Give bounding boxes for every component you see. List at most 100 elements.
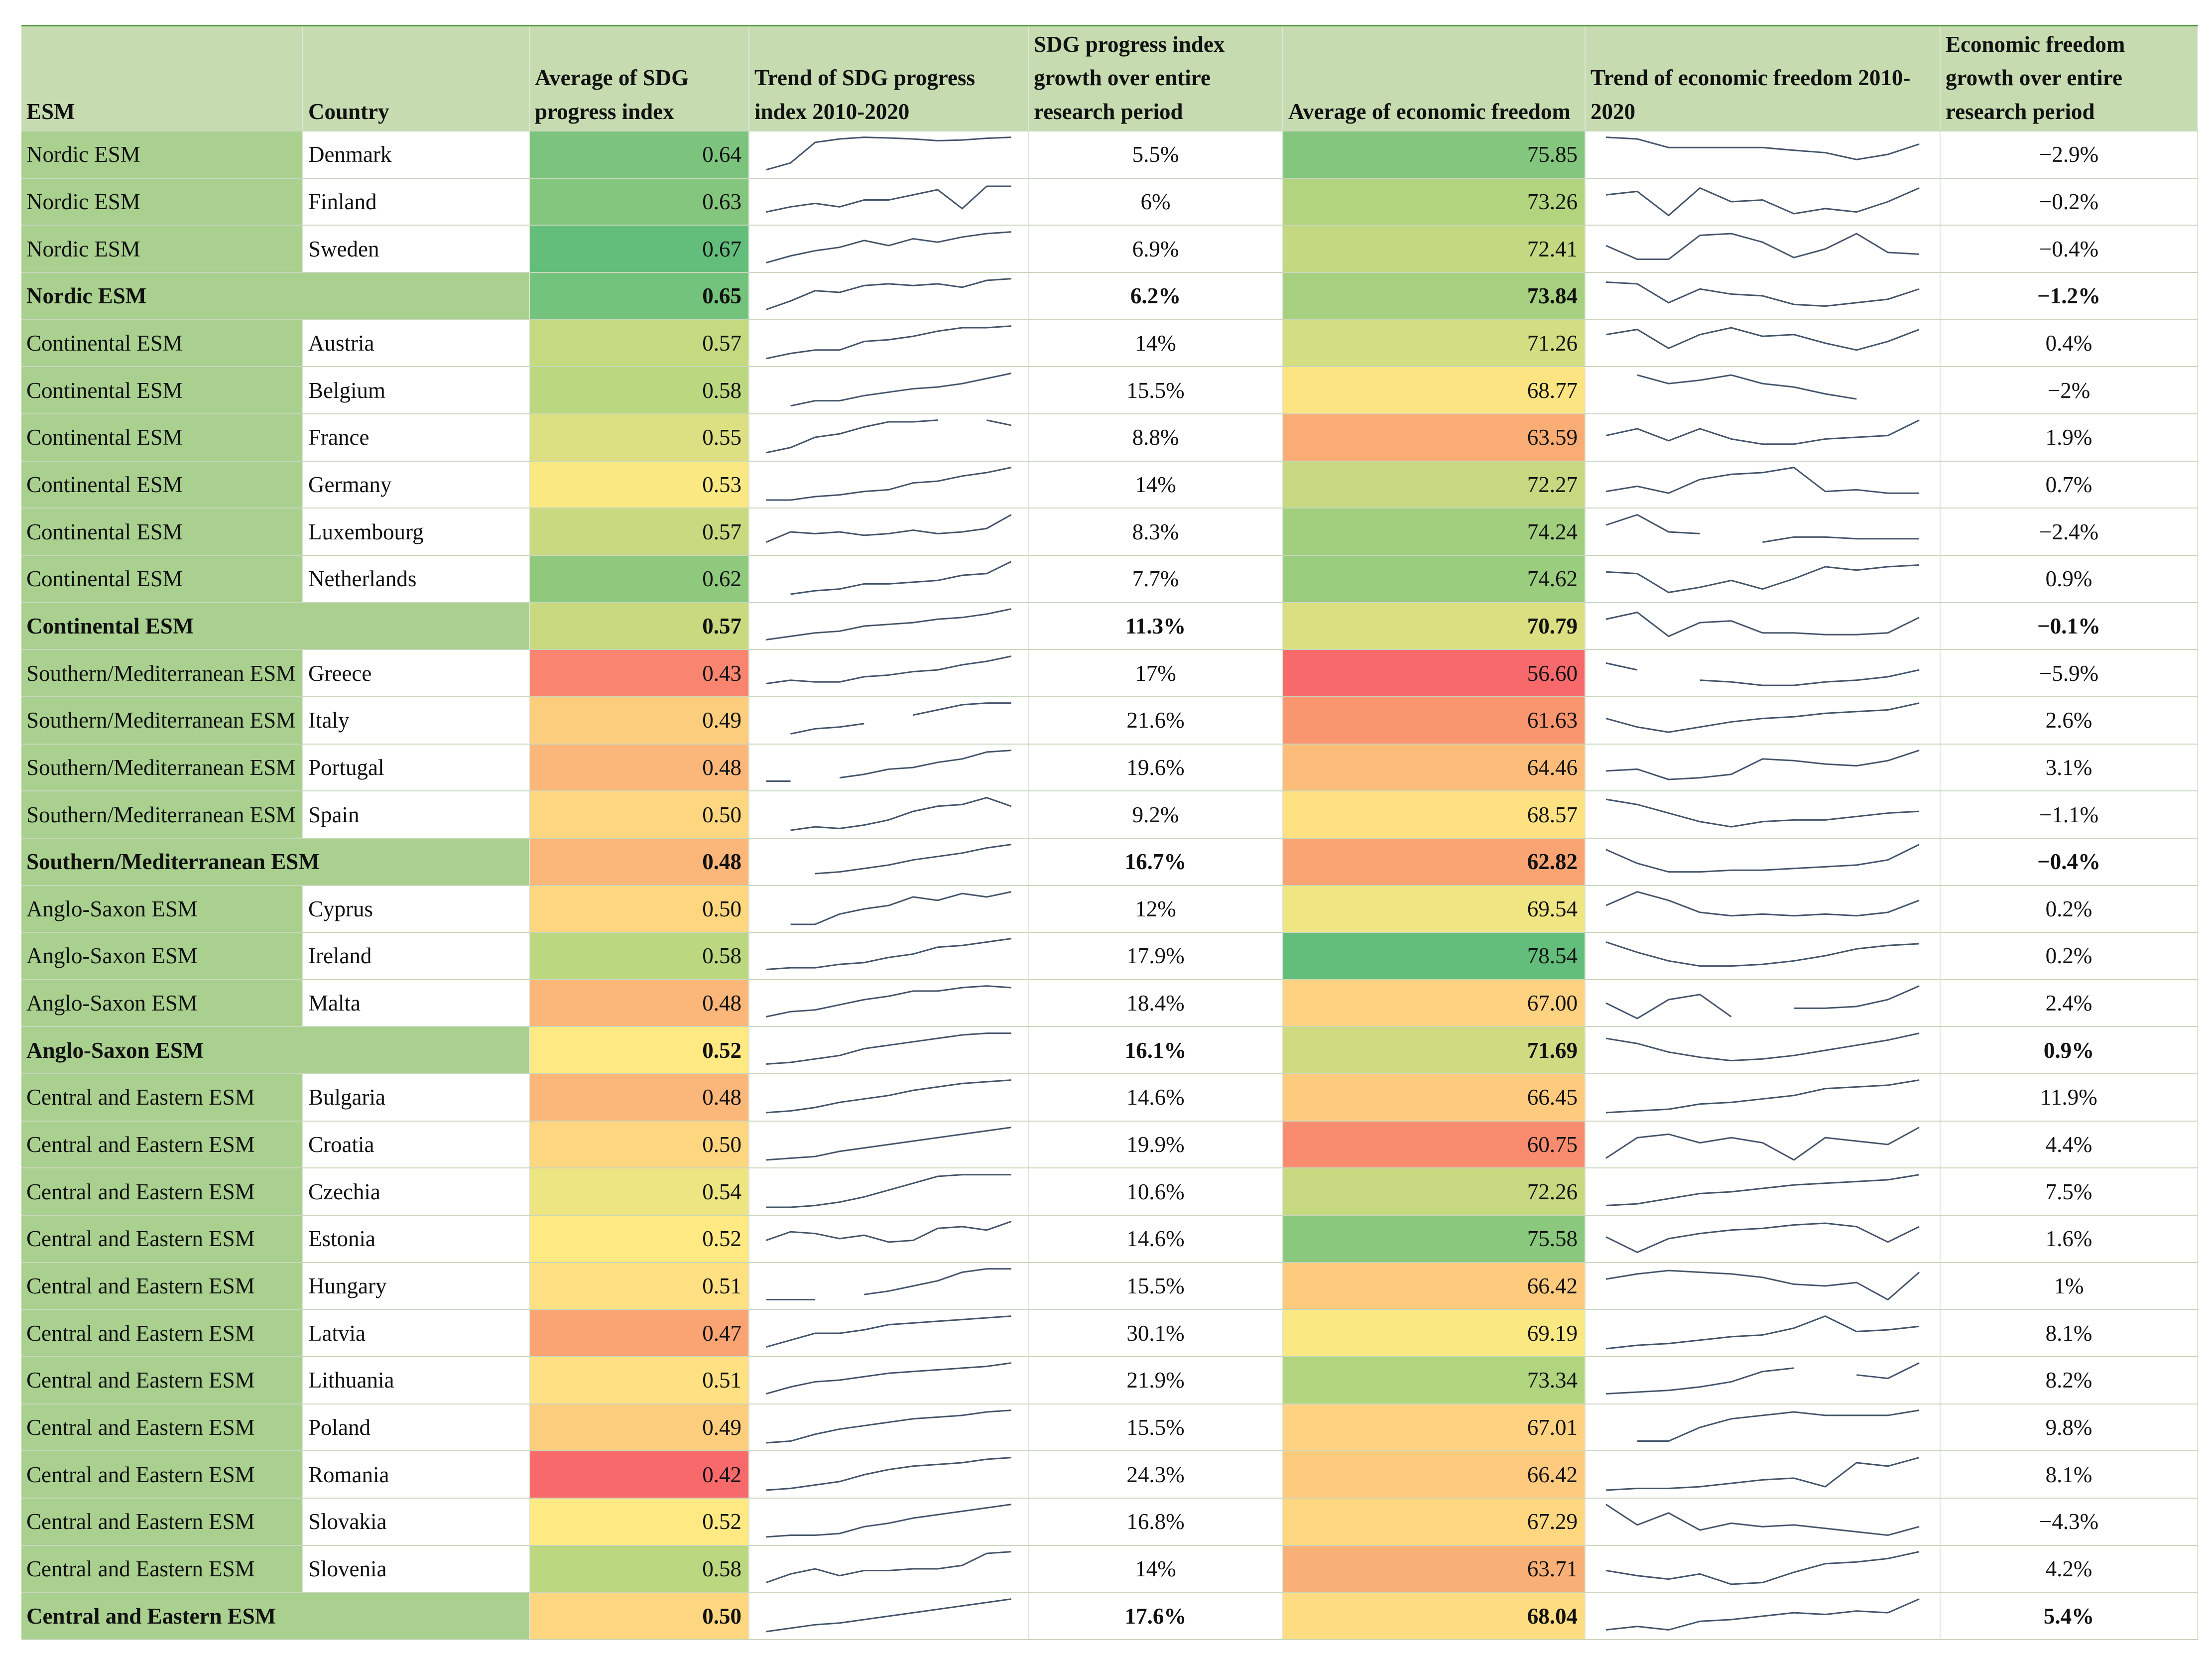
avg-sdg-cell: 0.58 [529,1545,749,1593]
ef-sparkline [1589,793,1937,836]
sparkline-segment [1606,468,1919,494]
country-cell: Poland [303,1403,530,1452]
esm-cell: Nordic ESM [21,225,303,273]
sdg-sparkline [752,746,1025,789]
growth-ef-cell: −0.4% [1940,225,2198,273]
header-row: ESM Country Average of SDG progress inde… [21,25,2198,131]
sparkline-segment [1606,565,1919,593]
growth-sdg-cell: 12% [1028,885,1283,933]
table-row: Continental ESM Netherlands 0.62 7.7% 74.62 0… [21,555,2198,603]
table-row: Central and Eastern ESM Hungary 0.51 15.5% 6… [21,1262,2198,1310]
ef-sparkline [1589,228,1937,270]
sparkline-segment [766,1222,1011,1242]
country-cell: Slovakia [303,1498,530,1546]
trend-sdg-cell [749,791,1029,839]
trend-sdg-cell [749,555,1029,603]
growth-ef-cell: 5.4% [1940,1592,2198,1640]
trend-ef-cell [1585,791,1941,839]
trend-ef-cell [1585,696,1941,745]
avg-sdg-cell: 0.65 [529,272,749,320]
avg-sdg-cell: 0.50 [529,1592,749,1640]
growth-ef-cell: −5.9% [1940,649,2198,697]
sparkline-segment [1606,891,1919,915]
country-cell: Netherlands [303,555,530,603]
trend-sdg-cell [749,932,1029,980]
table-row: Central and Eastern ESM Croatia 0.50 19.9% 6… [21,1121,2198,1169]
avg-ef-cell: 73.26 [1283,178,1586,226]
sparkline-segment [1606,1316,1919,1348]
sparkline-segment [766,986,1011,1017]
trend-ef-cell [1585,1074,1941,1122]
country-cell: Latvia [303,1309,530,1358]
sdg-sparkline [752,1123,1025,1166]
growth-sdg-cell: 10.6% [1028,1168,1283,1216]
sdg-sparkline [752,1595,1025,1638]
sparkline-segment [766,1457,1011,1490]
growth-sdg-cell: 11.3% [1028,602,1283,650]
avg-ef-cell: 74.24 [1283,508,1586,556]
table-row: Continental ESM Belgium 0.58 15.5% 68.77 −2% [21,367,2198,414]
growth-sdg-cell: 8.8% [1028,413,1283,462]
growth-ef-cell: −2% [1940,367,2198,414]
table-row: Anglo-Saxon ESM Ireland 0.58 17.9% 78.54 0.2% [21,932,2198,980]
avg-sdg-cell: 0.58 [529,932,749,980]
sparkline-segment [1606,1033,1919,1060]
avg-sdg-cell: 0.50 [529,1121,749,1169]
table-row: Anglo-Saxon ESM Cyprus 0.50 12% 69.54 0.2% [21,885,2198,933]
avg-ef-cell: 63.59 [1283,413,1586,462]
sdg-sparkline [752,934,1025,977]
trend-sdg-cell [749,744,1029,792]
sparkline-segment [840,750,1011,777]
growth-sdg-cell: 16.7% [1028,838,1283,886]
sparkline-segment [791,797,1011,830]
trend-ef-cell [1585,413,1941,462]
trend-ef-cell [1585,649,1941,697]
growth-ef-cell: −4.3% [1940,1498,2198,1546]
trend-ef-cell [1585,225,1941,273]
trend-ef-cell [1585,1357,1941,1404]
avg-ef-cell: 62.82 [1283,838,1586,886]
sparkline-segment [1794,986,1919,1009]
avg-sdg-cell: 0.48 [529,838,749,886]
growth-sdg-cell: 21.6% [1028,696,1283,745]
trend-sdg-cell [749,1545,1029,1593]
trend-sdg-cell [749,1168,1029,1216]
table-row: Central and Eastern ESM Slovenia 0.58 14% 63… [21,1545,2198,1593]
growth-ef-cell: −0.1% [1940,602,2198,650]
trend-ef-cell [1585,461,1941,509]
header-country: Country [303,25,530,131]
sparkline-segment [1700,670,1919,685]
sparkline-segment [766,1363,1011,1394]
table-row: Southern/Mediterranean ESM Spain 0.50 9.2% 6… [21,791,2198,839]
trend-ef-cell [1585,367,1941,414]
sparkline-segment [1606,1599,1919,1630]
growth-sdg-cell: 14% [1028,1545,1283,1593]
trend-sdg-cell [749,838,1029,886]
avg-sdg-cell: 0.42 [529,1451,749,1499]
sdg-sparkline [752,557,1025,600]
avg-ef-cell: 71.69 [1283,1026,1586,1075]
growth-ef-cell: 1.9% [1940,413,2198,462]
growth-ef-cell: −0.4% [1940,838,2198,886]
trend-ef-cell [1585,744,1941,792]
trend-sdg-cell [749,131,1029,179]
esm-group-label: Continental ESM [21,602,530,650]
ef-sparkline [1589,888,1937,930]
growth-ef-cell: 0.2% [1940,932,2198,980]
growth-sdg-cell: 15.5% [1028,1403,1283,1452]
sdg-sparkline [752,510,1025,553]
avg-sdg-cell: 0.63 [529,178,749,226]
esm-cell: Central and Eastern ESM [21,1498,303,1546]
growth-sdg-cell: 18.4% [1028,979,1283,1027]
trend-sdg-cell [749,602,1029,650]
avg-sdg-cell: 0.48 [529,744,749,792]
avg-sdg-cell: 0.57 [529,508,749,556]
esm-cell: Continental ESM [21,555,303,603]
esm-cell: Central and Eastern ESM [21,1309,303,1358]
esm-cell: Southern/Mediterranean ESM [21,744,303,792]
avg-ef-cell: 68.04 [1283,1592,1586,1640]
trend-ef-cell [1585,272,1941,320]
growth-sdg-cell: 6.9% [1028,225,1283,273]
esm-cell: Continental ESM [21,508,303,556]
avg-sdg-cell: 0.67 [529,225,749,273]
